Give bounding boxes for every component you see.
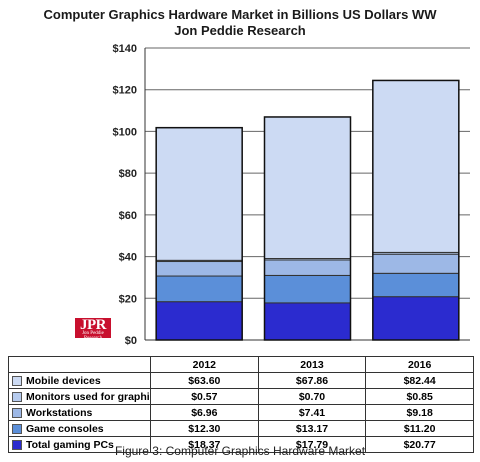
logo-subtext: Jon Peddie Research	[82, 331, 104, 341]
jpr-logo: JPR Jon Peddie Research	[75, 317, 111, 341]
series-name: Game consoles	[26, 422, 104, 435]
legend-swatch	[12, 407, 22, 418]
table-header-year: 2013	[257, 356, 367, 373]
table-header-blank	[8, 356, 151, 373]
data-table: 2012 2013 2016 Mobile devices $63.60 $67.8…	[8, 356, 474, 453]
data-label: $63.60	[150, 372, 259, 389]
table-header-year: 2016	[365, 356, 474, 373]
bar-segment	[155, 275, 243, 303]
legend-swatch	[12, 375, 22, 386]
data-label: $9.18	[365, 404, 474, 421]
table-row: Workstations $6.96 $7.41 $9.18	[8, 404, 474, 421]
bar-segment	[372, 272, 460, 298]
data-label: $0.70	[257, 388, 367, 405]
bar-segment	[372, 79, 460, 253]
series-name: Workstations	[26, 406, 93, 419]
table-row: Mobile devices $63.60 $67.86 $82.44	[8, 372, 474, 389]
data-label: $82.44	[365, 372, 474, 389]
table-header-year: 2012	[150, 356, 259, 373]
data-label: $7.41	[257, 404, 367, 421]
bar-segment	[372, 253, 460, 274]
chart-title: Computer Graphics Hardware Market in Bil…	[43, 7, 437, 22]
table-row: Game consoles $12.30 $13.17 $11.20	[8, 420, 474, 437]
stacked-bar-chart: $0 $20 $40 $60 $80 $100 $120 $140	[113, 43, 470, 347]
bar-outline	[372, 79, 460, 341]
bar-segment	[155, 261, 243, 277]
legend-entry: Workstations	[8, 404, 151, 421]
data-label: $11.20	[365, 420, 474, 437]
y-tick-label: $0	[125, 335, 137, 347]
table-row: Monitors used for graphics $0.57 $0.70 $0.8…	[8, 388, 474, 405]
bar-segment	[264, 259, 351, 276]
bar-segment	[264, 302, 351, 341]
data-label: $67.86	[257, 372, 367, 389]
bar-segment	[264, 116, 351, 260]
logo-text: JPR	[80, 317, 107, 333]
bar-outline	[155, 126, 243, 341]
data-label: $0.57	[150, 388, 259, 405]
y-tick-label: $120	[113, 85, 137, 97]
data-label: $6.96	[150, 404, 259, 421]
data-label: $12.30	[150, 420, 259, 437]
series-name: Total gaming PCs	[26, 438, 114, 451]
series-name: Monitors used for graphics	[26, 390, 151, 403]
legend-entry: Game consoles	[8, 420, 151, 437]
bar-outline	[263, 116, 352, 341]
y-tick-label: $140	[113, 43, 137, 55]
figure-caption: Figure 3: Computer Graphics Hardware Mar…	[114, 444, 366, 458]
y-tick-label: $100	[113, 126, 137, 138]
legend-swatch	[12, 391, 22, 402]
series-name: Mobile devices	[26, 374, 101, 387]
table-header-row: 2012 2013 2016	[8, 356, 474, 373]
y-tick-label: $20	[119, 293, 137, 305]
table-row: Total gaming PCs $18.37 $17.79 $20.77	[8, 436, 474, 453]
data-label: $17.79	[257, 436, 367, 453]
data-label: $0.85	[365, 388, 474, 405]
y-tick-label: $60	[119, 210, 137, 222]
legend-entry: Monitors used for graphics	[8, 388, 151, 405]
legend-entry: Mobile devices	[8, 372, 151, 389]
legend-swatch	[12, 439, 22, 450]
y-tick-label: $40	[119, 252, 137, 264]
data-label: $18.37	[150, 436, 259, 453]
legend-swatch	[12, 423, 22, 434]
legend-entry: Total gaming PCs	[8, 436, 151, 453]
data-label: $13.17	[257, 420, 367, 437]
y-tick-label: $80	[119, 168, 137, 180]
bar-segment	[372, 296, 460, 341]
chart-subtitle: Jon Peddie Research	[174, 23, 306, 38]
bar-segment	[155, 301, 243, 341]
bar-segment	[155, 127, 243, 261]
data-label: $20.77	[365, 436, 474, 453]
bar-segment	[264, 274, 351, 304]
